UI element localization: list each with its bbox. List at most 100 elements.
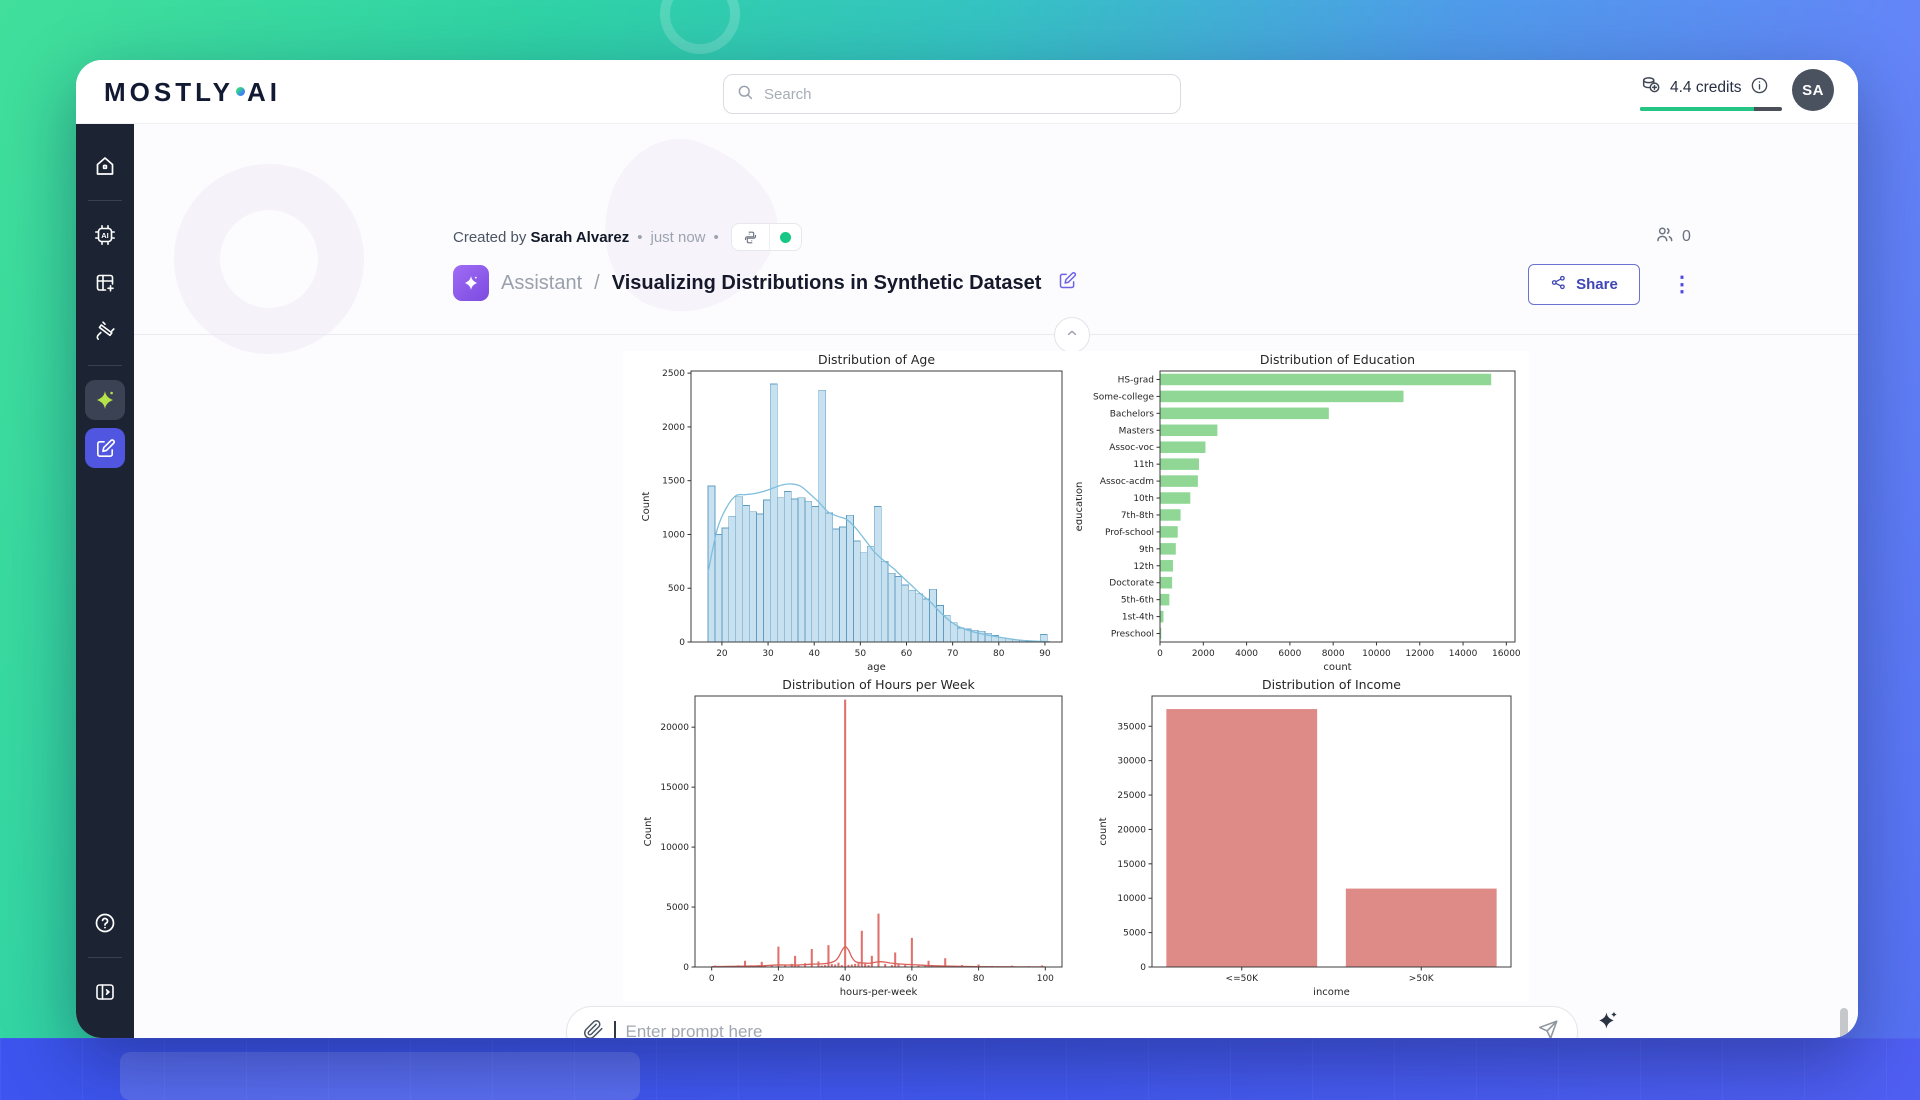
svg-text:HS-grad: HS-grad [1118,375,1154,385]
svg-text:2000: 2000 [1192,649,1215,659]
svg-text:20: 20 [716,649,728,659]
page-title: Visualizing Distributions in Synthetic D… [611,271,1042,294]
svg-text:25000: 25000 [1117,791,1146,801]
svg-text:50: 50 [855,649,867,659]
help-icon [93,911,117,935]
svg-text:Doctorate: Doctorate [1109,579,1154,589]
collapse-sidebar-icon [93,980,117,1004]
sidebar-collapse-button[interactable] [85,972,125,1012]
main-content: Created by Sarah Alvarez • just now • 0 [134,120,1858,1038]
svg-text:5th-6th: 5th-6th [1121,596,1154,606]
scrollbar-thumb[interactable] [1840,1008,1848,1038]
mostly-ai-logo[interactable]: MOSTLY AI [104,77,281,108]
timestamp: just now [650,228,706,246]
rename-title-icon[interactable] [1057,270,1078,296]
breadcrumb-separator: / [594,271,600,294]
svg-text:80: 80 [973,974,985,984]
svg-text:7th-8th: 7th-8th [1121,511,1154,521]
svg-text:16000: 16000 [1492,649,1521,659]
svg-text:5000: 5000 [666,903,689,913]
ai-sparkle-icon[interactable] [1594,1008,1620,1038]
logo-text-right: AI [246,77,281,107]
svg-text:Masters: Masters [1119,426,1155,436]
chart-hours-histogram: 0 20 40 60 80 100 0 5000 10000 15000 20000 Distribu… [623,676,1076,1001]
people-icon [1654,224,1675,250]
prompt-composer[interactable] [566,1006,1578,1038]
svg-text:Preschool: Preschool [1111,630,1154,640]
sidebar-item-ai-models[interactable]: AI [85,215,125,255]
sidebar-item-editor[interactable] [85,428,125,468]
breadcrumb-app[interactable]: Assistant [501,271,583,294]
svg-text:15000: 15000 [660,783,689,793]
sidebar-item-datasets[interactable] [85,263,125,303]
credits-progress-fill [1640,107,1754,111]
svg-text:10000: 10000 [660,843,689,853]
sidebar-item-help[interactable] [85,903,125,943]
share-button[interactable]: Share [1528,264,1640,305]
svg-text:80: 80 [993,649,1005,659]
kernel-status-badge[interactable] [730,223,802,251]
title-row: Assistant / Visualizing Distributions in… [453,265,1078,301]
coins-icon [1640,74,1662,101]
sidebar-item-home[interactable] [85,146,125,186]
home-icon [93,154,117,178]
svg-text:15000: 15000 [1117,860,1146,870]
info-icon[interactable] [1750,76,1769,100]
sidebar-bottom-group [85,903,125,1038]
svg-text:Count: Count [643,817,654,847]
svg-text:30: 30 [762,649,774,659]
svg-text:hours-per-week: hours-per-week [840,987,918,998]
sidebar-item-assistant[interactable] [85,380,125,420]
backdrop-bottom-strip: Python [0,1038,1920,1100]
svg-text:60: 60 [901,649,913,659]
svg-text:Distribution of Education: Distribution of Education [1260,352,1415,367]
python-icon [732,224,769,250]
backdrop-grid [0,1038,1920,1100]
watermark-decor [174,164,364,354]
prompt-input[interactable] [625,1022,1527,1038]
svg-text:AI: AI [101,231,109,240]
more-options-button[interactable]: ⋮ [1671,272,1693,296]
sidebar-item-connectors[interactable] [85,311,125,351]
assistant-app-icon [453,265,489,301]
svg-text:count: count [1098,817,1109,845]
ai-chip-icon: AI [93,223,117,247]
svg-text:90: 90 [1039,649,1051,659]
search-bar[interactable] [723,74,1181,114]
svg-text:Bachelors: Bachelors [1110,409,1155,419]
svg-text:40: 40 [839,974,851,984]
share-icon [1550,274,1567,295]
table-plus-icon [93,271,117,295]
svg-text:<=50K: <=50K [1226,974,1260,984]
svg-text:0: 0 [1140,963,1146,973]
attachment-icon[interactable] [583,1019,604,1038]
svg-text:education: education [1076,482,1085,532]
credits-indicator[interactable]: 4.4 credits [1640,74,1769,101]
svg-text:income: income [1313,987,1350,998]
kernel-running-dot [779,231,791,243]
svg-text:12th: 12th [1133,562,1154,572]
credits-label: 4.4 credits [1670,78,1742,96]
share-label: Share [1576,276,1618,293]
svg-text:20000: 20000 [660,723,689,733]
search-input[interactable] [764,85,1168,103]
svg-text:Some-college: Some-college [1093,392,1154,402]
svg-text:count: count [1323,662,1351,673]
send-icon[interactable] [1537,1019,1559,1038]
chart-education-barh: HS-grad Some-college Bachelors Masters Assoc… [1074,351,1529,676]
svg-text:0: 0 [1157,649,1163,659]
avatar[interactable]: SA [1792,69,1834,111]
svg-text:Count: Count [641,492,652,522]
created-row: Created by Sarah Alvarez • just now • [453,223,802,251]
svg-text:12000: 12000 [1405,649,1434,659]
collaborators-indicator[interactable]: 0 [1654,224,1691,250]
collaborators-count: 0 [1682,228,1691,245]
collapse-thread-button[interactable] [1054,317,1090,353]
svg-text:1500: 1500 [662,477,685,487]
svg-text:500: 500 [668,584,685,594]
backdrop-ring-decor [660,0,740,54]
search-icon [736,83,754,106]
sidebar-divider [88,200,122,201]
kernel-running-cell [768,224,801,250]
